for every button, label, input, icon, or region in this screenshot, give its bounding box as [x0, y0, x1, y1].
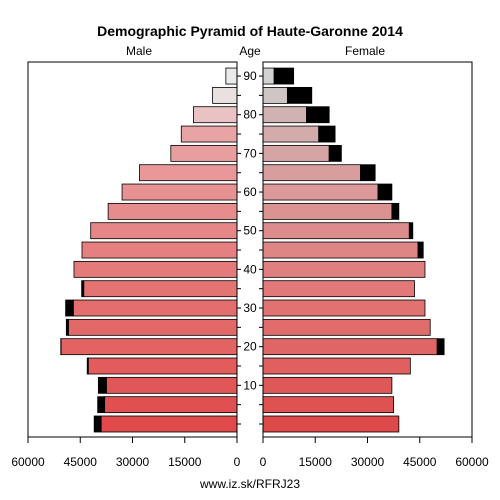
bar-female-extra-90+	[273, 67, 295, 85]
bar-male-80-84	[193, 106, 238, 124]
bar-female-60-64	[262, 183, 379, 201]
bar-female-5-9	[262, 396, 395, 414]
bar-female-extra-85-89	[286, 86, 313, 104]
bar-male-extra-15-19	[86, 357, 89, 375]
bar-female-25-29	[262, 318, 431, 336]
bar-female-45-49	[262, 241, 419, 259]
bar-female-extra-75-79	[318, 125, 336, 143]
footer-source: www.iz.sk/RFRJ23	[199, 477, 300, 491]
bar-female-extra-50-54	[408, 222, 414, 240]
bar-male-extra-0-4	[93, 415, 102, 433]
chart-title: Demographic Pyramid of Haute-Garonne 201…	[97, 23, 403, 39]
bar-male-30-34	[72, 299, 238, 317]
bar-female-35-39	[262, 280, 415, 298]
x-axis-female: 0 15000 30000 45000 60000	[260, 437, 489, 469]
x-axis-male: 60000 45000 30000 15000 0	[11, 437, 241, 469]
bar-male-85-89	[212, 86, 238, 104]
bar-female-40-44	[262, 260, 426, 278]
bar-male-40-44	[73, 260, 238, 278]
bar-male-20-24	[60, 338, 238, 356]
bar-female-55-59	[262, 202, 393, 220]
bar-female-extra-80-84	[306, 106, 330, 124]
bar-female-0-4	[262, 415, 400, 433]
x-tick-label-male: 0	[234, 455, 241, 469]
bar-female-extra-55-59	[391, 202, 400, 220]
bar-female-85-89	[262, 86, 288, 104]
age-tick-label-40: 40	[243, 262, 257, 276]
bar-female-90+	[262, 67, 275, 85]
bar-male-55-59	[107, 202, 238, 220]
bar-female-30-34	[262, 299, 426, 317]
bar-female-extra-60-64	[377, 183, 393, 201]
bar-male-25-29	[68, 318, 238, 336]
x-tick-label-female: 30000	[351, 455, 385, 469]
age-label: Age	[239, 44, 261, 58]
age-tick-label-90: 90	[243, 69, 257, 83]
x-tick-label-male: 60000	[11, 455, 45, 469]
bar-female-extra-45-49	[417, 241, 424, 259]
x-tick-label-male: 30000	[116, 455, 150, 469]
bar-male-70-74	[170, 144, 238, 162]
bar-male-90+	[225, 67, 238, 85]
age-tick-label-20: 20	[243, 340, 257, 354]
bar-male-extra-35-39	[81, 280, 85, 298]
bar-male-10-14	[105, 376, 238, 394]
bar-female-75-79	[262, 125, 320, 143]
bar-male-extra-5-9	[97, 396, 106, 414]
age-tick-label-70: 70	[243, 146, 257, 160]
bar-female-70-74	[262, 144, 330, 162]
age-tick-label-50: 50	[243, 224, 257, 238]
bar-male-60-64	[121, 183, 238, 201]
bar-female-80-84	[262, 106, 307, 124]
x-tick-label-female: 0	[260, 455, 267, 469]
x-tick-label-male: 45000	[64, 455, 98, 469]
bar-male-5-9	[104, 396, 238, 414]
bars-group	[60, 67, 445, 433]
bar-female-20-24	[262, 338, 438, 356]
age-tick-label-30: 30	[243, 301, 257, 315]
bar-female-extra-65-69	[360, 164, 376, 182]
bar-female-65-69	[262, 164, 361, 182]
x-tick-label-female: 60000	[455, 455, 489, 469]
female-label: Female	[345, 44, 385, 58]
bar-female-10-14	[262, 376, 393, 394]
bar-female-15-19	[262, 357, 411, 375]
age-tick-label-10: 10	[243, 378, 257, 392]
bar-male-75-79	[180, 125, 238, 143]
bar-male-0-4	[100, 415, 238, 433]
x-tick-label-female: 15000	[299, 455, 333, 469]
bar-male-extra-25-29	[65, 318, 69, 336]
bar-female-extra-20-24	[436, 338, 445, 356]
bar-male-extra-10-14	[97, 376, 107, 394]
bar-male-65-69	[139, 164, 238, 182]
bar-female-extra-70-74	[328, 144, 342, 162]
bar-male-extra-30-34	[65, 299, 74, 317]
male-label: Male	[126, 44, 152, 58]
x-tick-label-female: 45000	[403, 455, 437, 469]
bar-female-50-54	[262, 222, 410, 240]
age-axis: 10 20 30 40 50 60 70 80 90	[237, 69, 263, 425]
bar-male-50-54	[90, 222, 238, 240]
bar-male-45-49	[81, 241, 238, 259]
age-tick-label-80: 80	[243, 108, 257, 122]
age-tick-label-60: 60	[243, 185, 257, 199]
x-tick-label-male: 15000	[168, 455, 202, 469]
bar-male-15-19	[87, 357, 238, 375]
bar-male-35-39	[83, 280, 238, 298]
